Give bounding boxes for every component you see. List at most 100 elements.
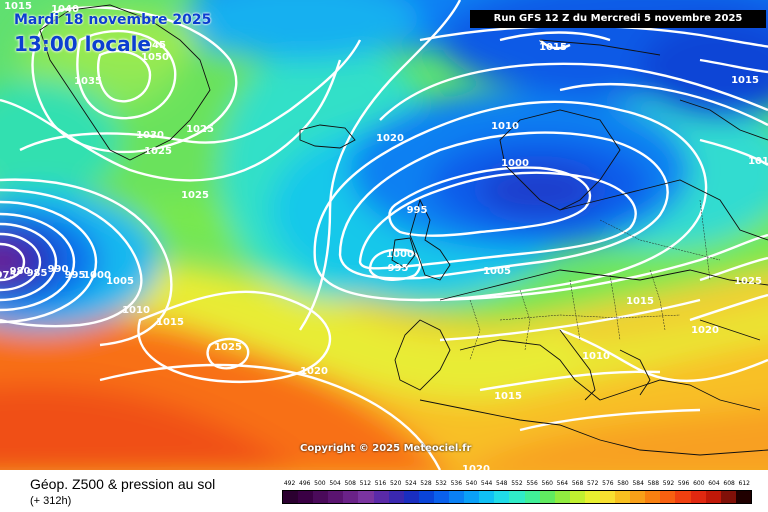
isobar-label: 975 bbox=[0, 270, 16, 281]
scale-label: 576 bbox=[602, 480, 614, 487]
isobar-label: 1020 bbox=[691, 325, 719, 336]
scale-swatch bbox=[343, 491, 359, 503]
scale-swatch bbox=[418, 491, 434, 503]
scale-swatch bbox=[735, 491, 751, 503]
isobar-label: 990 bbox=[48, 264, 69, 275]
scale-label: 608 bbox=[723, 480, 735, 487]
isobar-label: 1010 bbox=[122, 305, 150, 316]
lead-time: (+ 312h) bbox=[30, 495, 72, 507]
isobar-label: 1010 bbox=[491, 121, 519, 132]
scale-label: 560 bbox=[541, 480, 553, 487]
product-title: Géop. Z500 & pression au sol bbox=[30, 476, 216, 492]
scale-swatch bbox=[675, 491, 691, 503]
scale-swatch bbox=[479, 491, 495, 503]
scale-swatch bbox=[509, 491, 525, 503]
isobar-label: 985 bbox=[27, 268, 48, 279]
scale-label: 552 bbox=[511, 480, 523, 487]
scale-swatches bbox=[282, 490, 752, 504]
isobar-label: 1000 bbox=[83, 270, 111, 281]
isobar-label: 1030 bbox=[136, 130, 164, 141]
color-scale: 492 496 500 504 508 512 516 520 524 528 532 536 540 5… bbox=[282, 478, 752, 508]
scale-label: 604 bbox=[708, 480, 720, 487]
scale-swatch bbox=[464, 491, 480, 503]
scale-label: 584 bbox=[632, 480, 644, 487]
scale-swatch bbox=[403, 491, 419, 503]
scale-swatch bbox=[554, 491, 570, 503]
scale-label: 508 bbox=[344, 480, 356, 487]
pressure-map: 1045 1050 1040 1035 1030 1025 1025 1025 1015 1015… bbox=[0, 0, 768, 470]
isobar-label: 1025 bbox=[734, 276, 762, 287]
isobar-label: 1015 bbox=[4, 1, 32, 12]
scale-swatch bbox=[720, 491, 736, 503]
isobar-label: 1025 bbox=[214, 342, 242, 353]
scale-swatch bbox=[599, 491, 616, 503]
scale-label: 612 bbox=[738, 480, 750, 487]
scale-swatch bbox=[358, 491, 374, 503]
isobar-label: 1005 bbox=[106, 276, 134, 287]
valid-time: 13:00 locale bbox=[14, 32, 151, 56]
scale-label: 548 bbox=[496, 480, 508, 487]
scale-swatch bbox=[283, 491, 299, 503]
scale-swatch bbox=[615, 491, 631, 503]
isobar-label: 995 bbox=[388, 263, 409, 274]
isobar-lines bbox=[0, 0, 768, 470]
scale-swatch bbox=[539, 491, 555, 503]
scale-swatch bbox=[388, 491, 404, 503]
scale-label: 512 bbox=[359, 480, 372, 487]
isobar-label: 1035 bbox=[74, 76, 102, 87]
coastlines bbox=[39, 4, 768, 456]
isobar-label: 1015 bbox=[731, 75, 759, 86]
scale-label: 592 bbox=[662, 480, 675, 487]
scale-label: 580 bbox=[617, 480, 629, 487]
isobar-label: 1015 bbox=[748, 156, 768, 167]
isobar-label: 1000 bbox=[386, 249, 414, 260]
scale-swatch bbox=[449, 491, 465, 503]
isobar-label: 1020 bbox=[376, 133, 404, 144]
valid-date: Mardi 18 novembre 2025 bbox=[14, 12, 212, 28]
isobar-label: 1050 bbox=[141, 52, 169, 63]
scale-swatch bbox=[660, 491, 676, 503]
scale-label: 568 bbox=[571, 480, 584, 487]
isobar-label: 1015 bbox=[539, 42, 567, 53]
scale-label: 492 bbox=[283, 480, 296, 487]
scale-label: 588 bbox=[647, 480, 660, 487]
scale-label: 536 bbox=[450, 480, 463, 487]
scale-swatch bbox=[494, 491, 510, 503]
isobar-label: 1015 bbox=[156, 317, 184, 328]
isobar-label: 980 bbox=[10, 266, 31, 277]
scale-swatch bbox=[433, 491, 450, 503]
scale-label: 528 bbox=[420, 480, 432, 487]
scale-label: 544 bbox=[480, 480, 493, 487]
isobar-label: 1010 bbox=[582, 351, 610, 362]
copyright: Copyright © 2025 Meteociel.fr bbox=[300, 443, 472, 454]
scale-swatch bbox=[373, 491, 389, 503]
isobar-label: 1025 bbox=[144, 146, 172, 157]
scale-labels: 492 496 500 504 508 512 516 520 524 528 532 536 540 5… bbox=[282, 478, 752, 490]
scale-label: 540 bbox=[465, 480, 478, 487]
scale-swatch bbox=[705, 491, 721, 503]
scale-swatch bbox=[584, 491, 600, 503]
scale-swatch bbox=[630, 491, 646, 503]
scale-label: 564 bbox=[556, 480, 569, 487]
scale-swatch bbox=[328, 491, 344, 503]
isobar-label: 1025 bbox=[186, 124, 214, 135]
scale-label: 500 bbox=[314, 480, 326, 487]
scale-label: 496 bbox=[299, 480, 311, 487]
scale-label: 556 bbox=[526, 480, 538, 487]
isobar-label: 1025 bbox=[181, 190, 209, 201]
isobar-label: 995 bbox=[65, 270, 86, 281]
isobar-label: 1000 bbox=[501, 158, 529, 169]
borders bbox=[469, 199, 721, 361]
legend-bar: Géop. Z500 & pression au sol (+ 312h) 49… bbox=[0, 470, 768, 512]
isobar-label: 995 bbox=[407, 205, 428, 216]
isobar-label: 1015 bbox=[626, 296, 654, 307]
isobar-label: 1045 bbox=[138, 40, 166, 51]
isobar-label: 1015 bbox=[494, 391, 522, 402]
scale-label: 520 bbox=[389, 480, 402, 487]
scale-label: 596 bbox=[677, 480, 690, 487]
scale-label: 600 bbox=[693, 480, 705, 487]
